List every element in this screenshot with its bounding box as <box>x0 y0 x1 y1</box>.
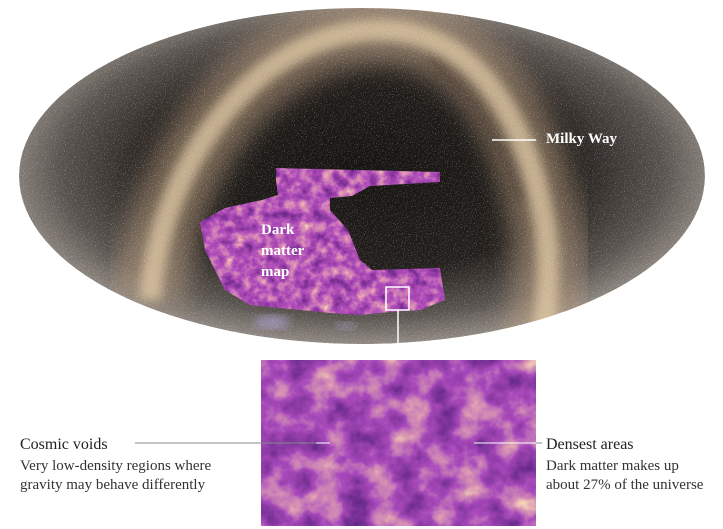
densest-title: Densest areas <box>546 436 634 453</box>
dark-matter-map <box>200 168 445 315</box>
milky-way-label: Milky Way <box>546 131 617 147</box>
dark-matter-label: Dark matter map <box>261 222 305 280</box>
voids-text: Very low-density regions where gravity m… <box>20 458 212 493</box>
densest-text: Dark matter makes up about 27% of the un… <box>546 458 704 493</box>
voids-title: Cosmic voids <box>20 436 108 453</box>
